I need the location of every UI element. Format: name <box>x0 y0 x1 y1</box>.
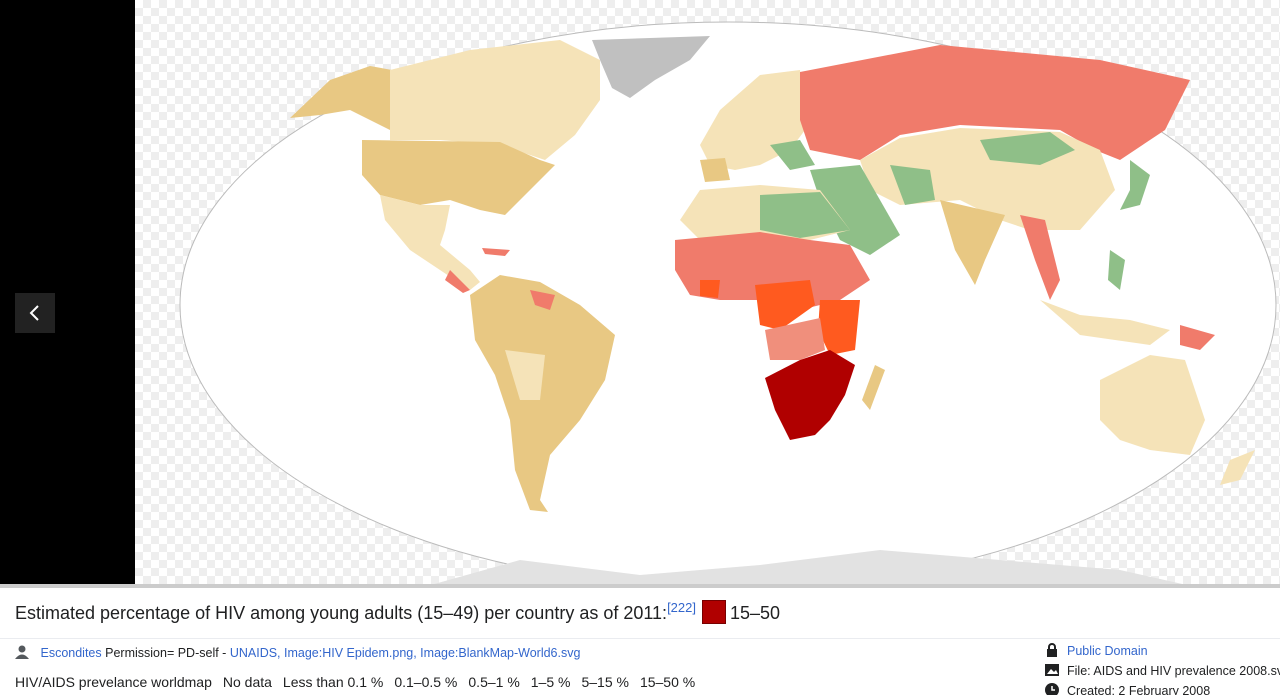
image-stage <box>135 0 1280 588</box>
license-link[interactable]: Public Domain <box>1067 644 1148 658</box>
file-info: Public Domain File: AIDS and HIV prevale… <box>1045 643 1280 695</box>
source-links[interactable]: UNAIDS, Image:HIV Epidem.png, Image:Blan… <box>229 646 581 660</box>
legend-label: 15–50 <box>729 603 781 623</box>
created-row: Created: 2 February 2008 <box>1045 683 1280 695</box>
file-name: File: AIDS and HIV prevalence 2008.svg <box>1067 664 1280 678</box>
legend-item: 1–5 % <box>530 674 571 690</box>
description-row: HIV/AIDS prevelance worldmap No data Less … <box>15 674 717 690</box>
reference-link[interactable]: [222] <box>667 600 696 615</box>
description: HIV/AIDS prevelance worldmap <box>15 674 212 690</box>
file-row: File: AIDS and HIV prevalence 2008.svg <box>1045 663 1280 683</box>
created-date: Created: 2 February 2008 <box>1067 684 1211 695</box>
legend-item: 0.1–0.5 % <box>394 674 458 690</box>
caption: Estimated percentage of HIV among young … <box>15 600 780 624</box>
lock-icon <box>1047 643 1057 657</box>
chevron-icon <box>29 305 39 321</box>
legend-item: 15–50 % <box>639 674 696 690</box>
legend-swatch <box>701 600 726 624</box>
author-row: Escondites Permission= PD-self - UNAIDS,… <box>15 645 580 660</box>
rule <box>0 638 1280 639</box>
permission: Permission= PD-self - <box>105 646 227 660</box>
license-row: Public Domain <box>1045 643 1280 663</box>
image-icon <box>1045 664 1059 676</box>
author-link[interactable]: Escondites <box>40 646 102 660</box>
clock-icon <box>1045 683 1059 695</box>
previous-button[interactable] <box>15 293 55 333</box>
divider <box>0 584 1280 588</box>
legend-item: 5–15 % <box>581 674 629 690</box>
world-map <box>179 21 1277 588</box>
caption-text: Estimated percentage of HIV among young … <box>15 603 668 623</box>
legend-item: No data <box>222 674 272 690</box>
legend-item: 0.5–1 % <box>468 674 520 690</box>
user-icon <box>15 645 29 659</box>
legend-item: Less than 0.1 % <box>282 674 384 690</box>
